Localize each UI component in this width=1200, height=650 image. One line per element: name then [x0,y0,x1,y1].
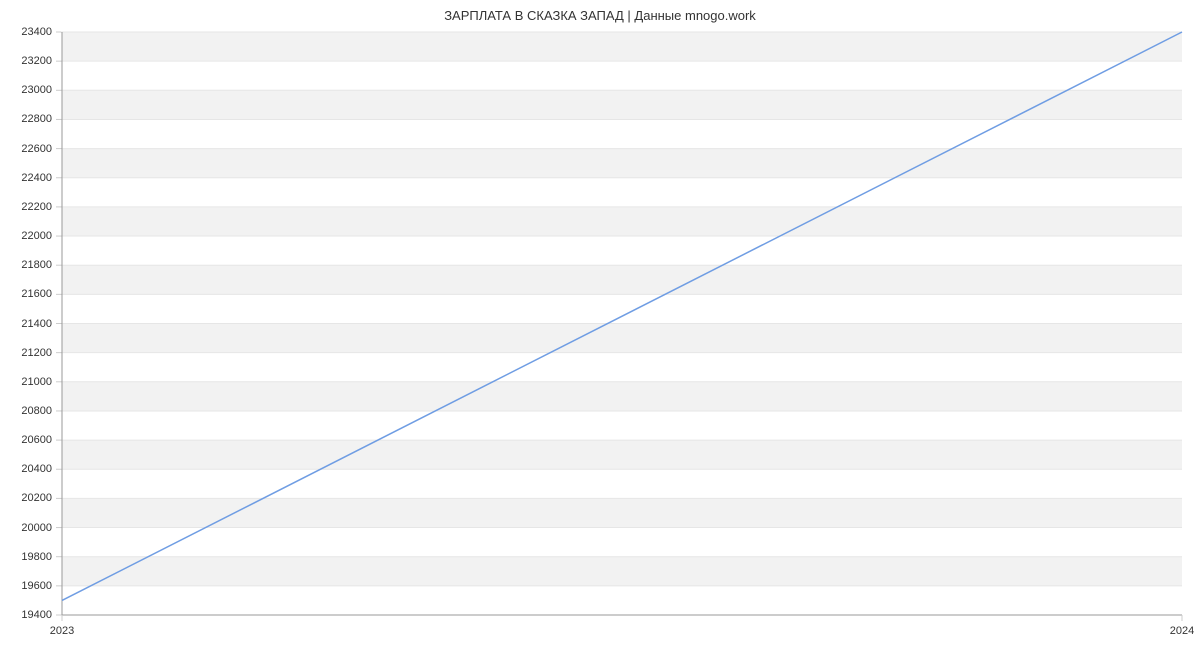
y-tick-label: 22400 [0,172,52,184]
y-tick-label: 19800 [0,551,52,563]
plot-area [62,32,1182,623]
chart-title: ЗАРПЛАТА В СКАЗКА ЗАПАД | Данные mnogo.w… [0,8,1200,23]
y-tick-label: 19600 [0,580,52,592]
y-tick-label: 23200 [0,55,52,67]
y-tick-label: 21400 [0,318,52,330]
x-tick-label: 2024 [1170,625,1194,637]
y-tick-label: 20400 [0,463,52,475]
salary-line-chart: ЗАРПЛАТА В СКАЗКА ЗАПАД | Данные mnogo.w… [0,0,1200,650]
y-tick-label: 22600 [0,143,52,155]
y-tick-label: 20200 [0,492,52,504]
y-tick-label: 22000 [0,230,52,242]
y-tick-label: 21600 [0,288,52,300]
y-tick-label: 20600 [0,434,52,446]
y-tick-label: 23400 [0,26,52,38]
y-tick-label: 23000 [0,84,52,96]
y-tick-label: 20000 [0,522,52,534]
y-tick-label: 19400 [0,609,52,621]
y-tick-label: 22800 [0,113,52,125]
x-tick-label: 2023 [50,625,74,637]
y-tick-label: 22200 [0,201,52,213]
y-tick-label: 21200 [0,347,52,359]
y-tick-label: 20800 [0,405,52,417]
y-tick-label: 21000 [0,376,52,388]
y-tick-label: 21800 [0,259,52,271]
